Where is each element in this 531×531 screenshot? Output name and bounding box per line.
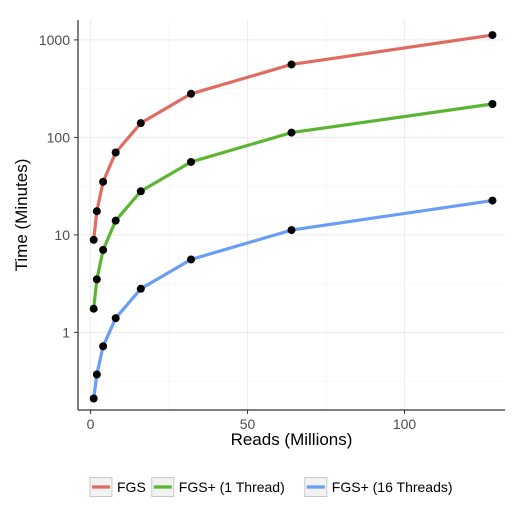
legend-item-1: FGS bbox=[89, 477, 146, 497]
data-point bbox=[111, 148, 120, 157]
data-point bbox=[287, 226, 296, 235]
x-tick-label: 50 bbox=[240, 416, 256, 432]
data-point bbox=[89, 235, 98, 244]
legend-item-2: FGS+ (1 Thread) bbox=[151, 477, 285, 497]
series-2 bbox=[89, 100, 497, 313]
x-tick-label: 100 bbox=[393, 416, 417, 432]
data-point bbox=[287, 128, 296, 137]
data-point bbox=[99, 177, 108, 186]
axes bbox=[74, 20, 505, 414]
series-line bbox=[92, 198, 495, 401]
data-point bbox=[187, 89, 196, 98]
x-axis-title: Reads (Millions) bbox=[231, 430, 353, 449]
y-tick-label: 1 bbox=[62, 324, 70, 340]
data-point bbox=[99, 342, 108, 351]
legend-label: FGS bbox=[117, 479, 146, 495]
data-point bbox=[92, 207, 101, 216]
series-line bbox=[92, 33, 495, 242]
series-line bbox=[92, 102, 495, 311]
y-tick-label: 1000 bbox=[39, 32, 70, 48]
plot-panel bbox=[78, 20, 505, 410]
data-point bbox=[89, 304, 98, 313]
y-axis-title: Time (Minutes) bbox=[12, 159, 31, 272]
series-1 bbox=[89, 31, 497, 244]
data-point bbox=[187, 255, 196, 264]
legend-label: FGS+ (16 Threads) bbox=[332, 479, 453, 495]
y-tick-label: 10 bbox=[54, 227, 70, 243]
data-point bbox=[287, 60, 296, 69]
data-point bbox=[99, 246, 108, 255]
legend-item-3: FGS+ (16 Threads) bbox=[304, 477, 453, 497]
data-point bbox=[488, 100, 497, 109]
data-point bbox=[488, 31, 497, 40]
data-point bbox=[136, 119, 145, 128]
data-point bbox=[111, 216, 120, 225]
series-3 bbox=[89, 196, 497, 403]
data-point bbox=[187, 157, 196, 166]
data-point bbox=[111, 314, 120, 323]
x-tick-label: 0 bbox=[87, 416, 95, 432]
legend: FGS FGS+ (1 Thread) FGS+ (16 Threads) bbox=[89, 477, 453, 497]
data-point bbox=[92, 275, 101, 284]
data-point bbox=[92, 370, 101, 379]
data-point bbox=[136, 284, 145, 293]
tick-labels: 0 50 100 1 10 100 1000 bbox=[39, 32, 417, 432]
data-point bbox=[89, 394, 98, 403]
y-tick-label: 100 bbox=[47, 129, 71, 145]
series-layer bbox=[89, 31, 497, 403]
data-point bbox=[488, 196, 497, 205]
data-point bbox=[136, 187, 145, 196]
legend-label: FGS+ (1 Thread) bbox=[179, 479, 285, 495]
